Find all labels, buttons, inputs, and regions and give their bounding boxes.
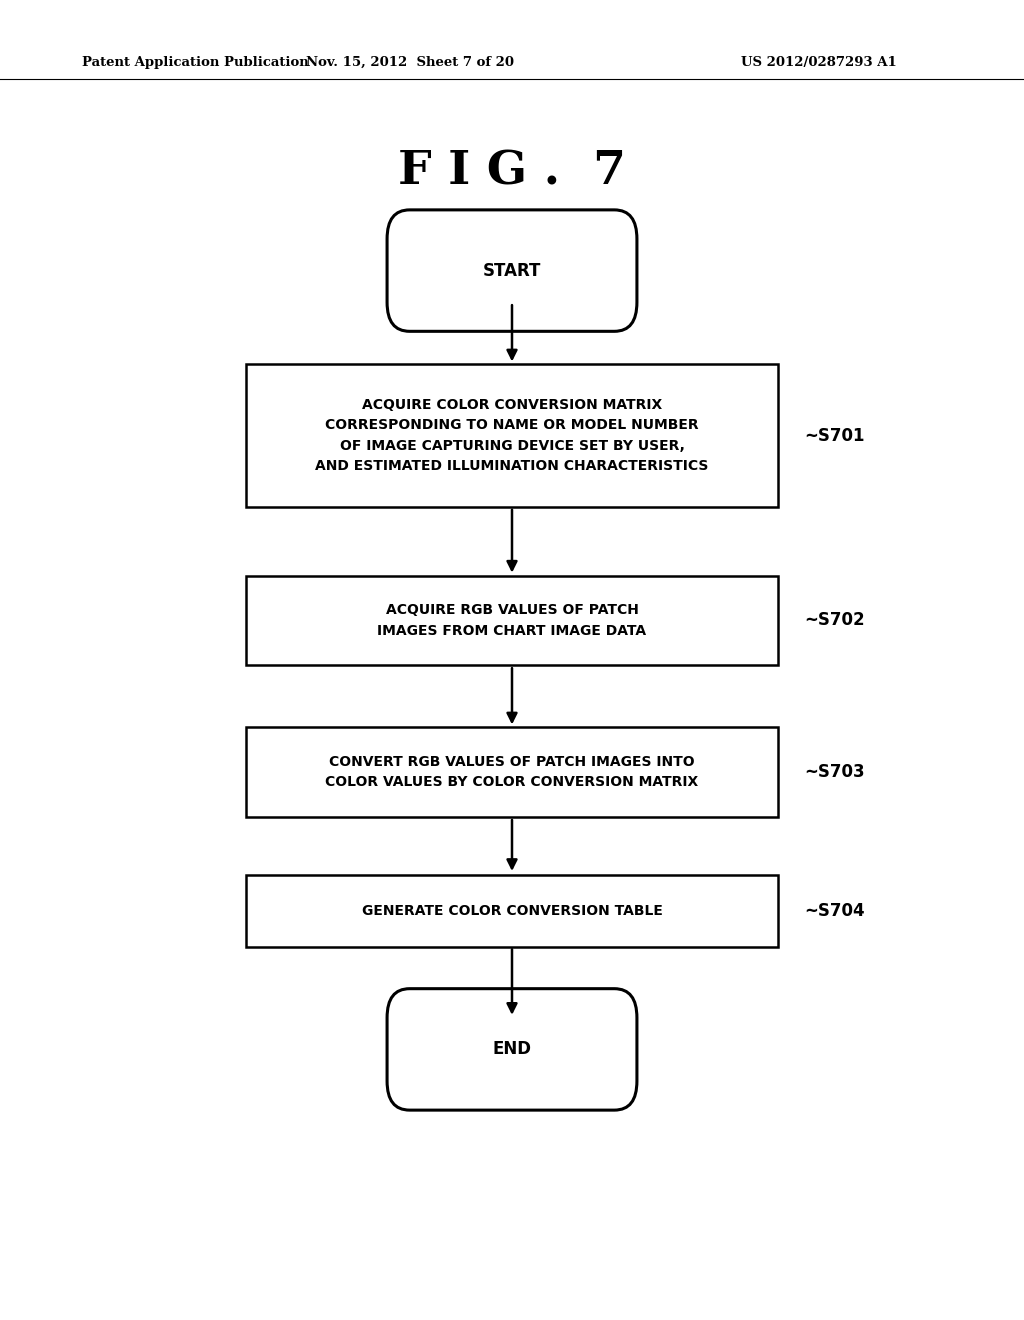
Text: F I G .  7: F I G . 7 — [398, 149, 626, 194]
Text: ~S701: ~S701 — [804, 426, 864, 445]
Text: ~S704: ~S704 — [804, 902, 864, 920]
Text: GENERATE COLOR CONVERSION TABLE: GENERATE COLOR CONVERSION TABLE — [361, 904, 663, 917]
Text: ~S703: ~S703 — [804, 763, 864, 781]
Text: CONVERT RGB VALUES OF PATCH IMAGES INTO
COLOR VALUES BY COLOR CONVERSION MATRIX: CONVERT RGB VALUES OF PATCH IMAGES INTO … — [326, 755, 698, 789]
Text: US 2012/0287293 A1: US 2012/0287293 A1 — [741, 55, 897, 69]
Text: ~S702: ~S702 — [804, 611, 864, 630]
FancyBboxPatch shape — [387, 210, 637, 331]
Bar — [246, 874, 778, 948]
Text: START: START — [482, 261, 542, 280]
Bar — [246, 364, 778, 507]
Text: Patent Application Publication: Patent Application Publication — [82, 55, 308, 69]
FancyBboxPatch shape — [387, 989, 637, 1110]
Text: ACQUIRE RGB VALUES OF PATCH
IMAGES FROM CHART IMAGE DATA: ACQUIRE RGB VALUES OF PATCH IMAGES FROM … — [378, 603, 646, 638]
Text: ACQUIRE COLOR CONVERSION MATRIX
CORRESPONDING TO NAME OR MODEL NUMBER
OF IMAGE C: ACQUIRE COLOR CONVERSION MATRIX CORRESPO… — [315, 397, 709, 474]
Text: Nov. 15, 2012  Sheet 7 of 20: Nov. 15, 2012 Sheet 7 of 20 — [305, 55, 514, 69]
Bar — [246, 576, 778, 665]
Text: END: END — [493, 1040, 531, 1059]
Bar — [246, 727, 778, 817]
